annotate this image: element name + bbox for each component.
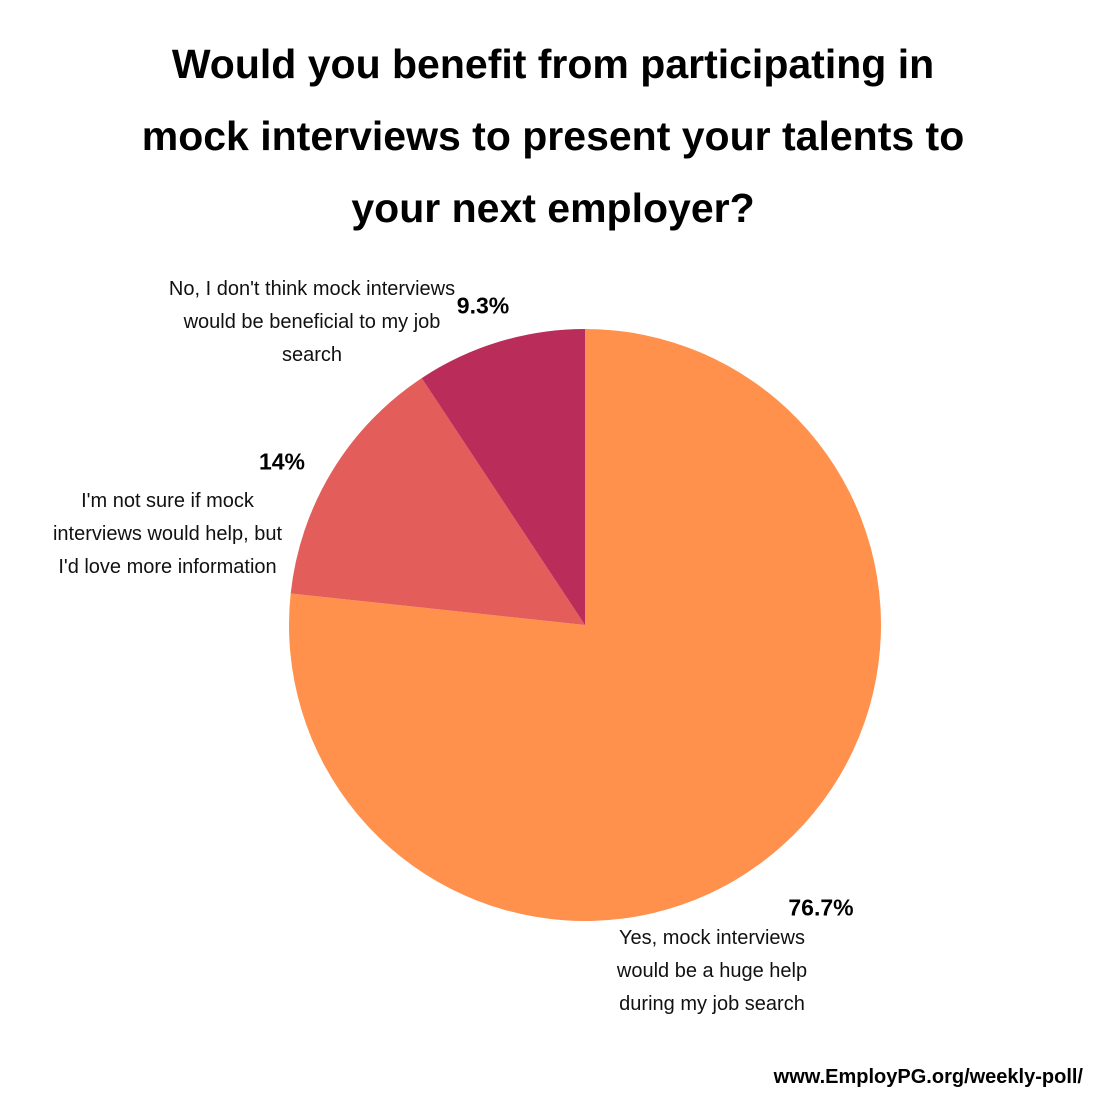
- slice-label: Yes, mock interviews would be a huge hel…: [616, 927, 808, 1015]
- value-label: 76.7%: [788, 894, 854, 921]
- value-label: 9.3%: [456, 292, 510, 319]
- value-label: 14%: [258, 448, 306, 475]
- slice-label: I'm not sure if mock interviews would he…: [52, 490, 282, 578]
- footer-url: www.EmployPG.org/weekly-poll/: [773, 1066, 1083, 1088]
- pie-slice: [289, 329, 881, 922]
- slice-label: No, I don't think mock interviews would …: [168, 278, 456, 366]
- pie-slice: [290, 378, 585, 625]
- chart-title: Would you benefit from participating in …: [141, 41, 965, 231]
- pie-slice: [421, 329, 585, 625]
